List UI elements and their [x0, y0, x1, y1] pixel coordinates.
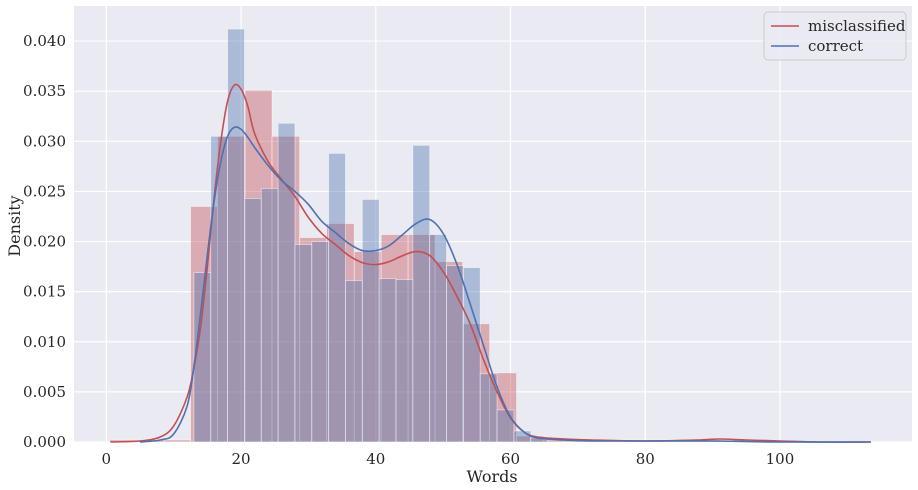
- y-tick-labels: 0.000 0.005 0.010 0.015 0.020 0.025 0.030 0.035…: [23, 32, 66, 451]
- histogram-bar-correct: [496, 409, 515, 443]
- y-tick-label: 0.030: [23, 132, 66, 150]
- histogram-bar-correct: [513, 430, 532, 443]
- x-tick-label: 20: [232, 450, 251, 468]
- kde-line-misclassified: [110, 83, 871, 443]
- x-tick-labels: 0 20 40 60 80 100: [102, 450, 795, 468]
- x-tick-label: 60: [501, 450, 520, 468]
- y-axis-label: Density: [5, 195, 24, 256]
- histogram-bar-misclassified: [326, 223, 355, 443]
- histogram-bar-correct: [260, 188, 279, 443]
- histogram-bar-misclassified: [217, 135, 246, 443]
- x-axis-label: Words: [466, 467, 517, 486]
- y-tick-label: 0.025: [23, 182, 66, 200]
- histogram-bar-misclassified: [353, 251, 382, 443]
- histogram-bar-correct: [361, 199, 380, 443]
- legend-box: [763, 11, 907, 61]
- histogram-bar-correct: [311, 241, 330, 443]
- histogram-bar-misclassified: [163, 439, 191, 443]
- histogram-bar-misclassified: [380, 234, 409, 443]
- histogram-bar-correct: [328, 152, 346, 443]
- y-tick-label: 0.000: [23, 433, 66, 451]
- histogram-bar-correct: [210, 135, 228, 443]
- kde-curves: [110, 83, 871, 443]
- histogram-correct: [193, 28, 548, 443]
- y-tick-label: 0.035: [23, 82, 66, 100]
- legend-label-misclassified: misclassified: [808, 17, 906, 35]
- y-tick-label: 0.020: [23, 233, 66, 251]
- histogram-bar-misclassified: [299, 237, 328, 443]
- legend: misclassified correct: [763, 11, 907, 61]
- histogram-bar-correct: [479, 373, 498, 443]
- y-tick-label: 0.010: [23, 333, 66, 351]
- histogram-bar-correct: [345, 280, 363, 443]
- plot-background: [74, 6, 912, 442]
- histogram-bar-correct: [378, 278, 397, 443]
- legend-label-correct: correct: [808, 37, 863, 55]
- x-tick-label: 80: [636, 450, 655, 468]
- y-tick-label: 0.040: [23, 32, 66, 50]
- kde-line-correct: [139, 126, 871, 443]
- histogram-bar-correct: [462, 267, 481, 443]
- x-tick-label: 100: [766, 450, 795, 468]
- histogram-bar-correct: [244, 198, 262, 443]
- histogram-bar-misclassified: [434, 261, 464, 443]
- x-tick-label: 0: [102, 450, 112, 468]
- y-tick-label: 0.005: [23, 383, 66, 401]
- gridlines: [74, 6, 912, 443]
- histogram-bar-correct: [412, 144, 431, 443]
- histogram-bar-correct: [277, 122, 296, 443]
- histogram-bar-correct: [395, 279, 414, 443]
- histogram-bar-correct: [294, 244, 313, 443]
- x-tick-label: 40: [366, 450, 385, 468]
- y-tick-label: 0.015: [23, 283, 66, 301]
- histogram-bar-misclassified: [190, 206, 218, 443]
